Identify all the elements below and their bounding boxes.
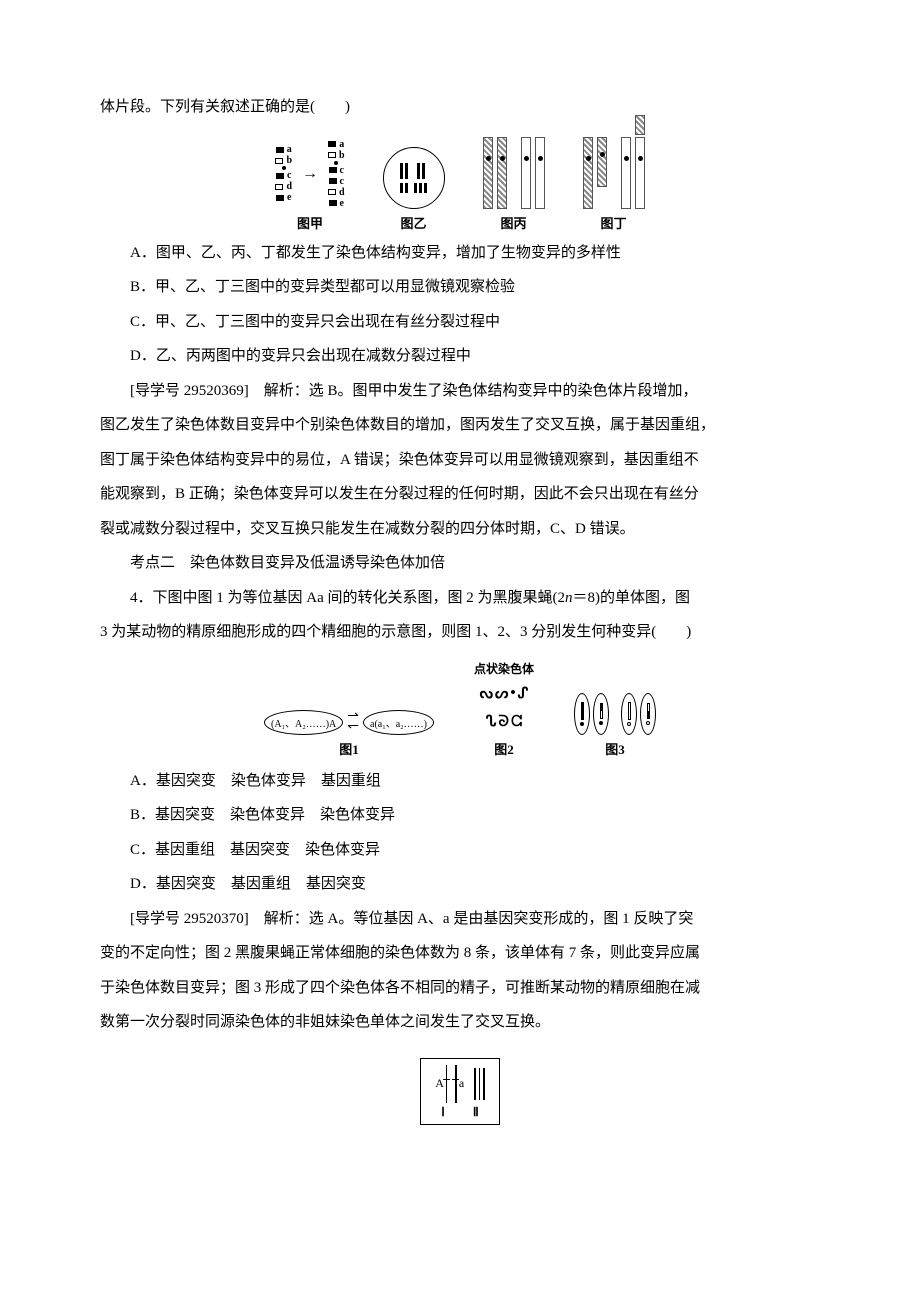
arrow-icon: → [302,165,318,183]
q3-exp-2: 图乙发生了染色体数目变异中个别染色体数目的增加，图丙发生了交叉互换，属于基因重组… [100,408,820,443]
chrom-left: a b c d e [275,144,292,203]
q4-exp-1: 等位基因 A、a 是由基因突变形成的，图 1 反映了突 [353,911,693,927]
label-jia: 图甲 [297,213,323,232]
q4-exp-4: 数第一次分裂时同源染色体的非姐妹染色单体之间发生了交叉互换。 [100,1005,820,1040]
roman-2: Ⅱ [473,1105,479,1120]
q3-stem-tail: 体片段。下列有关叙述正确的是( ) [100,90,820,125]
figure-jia: a b c d e → a b c c d e 图甲 [275,139,344,232]
seg-e: e [287,192,291,203]
chrom-icon: ᔐ [486,712,497,731]
seg2-c2: c [340,176,344,187]
q4-explanation: [导学号 29520370] 解析：选 A。等位基因 A、a 是由基因突变形成的… [100,902,820,937]
q3-option-c: C．甲、乙、丁三图中的变异只会出现在有丝分裂过程中 [100,305,820,340]
q4-ital-n: n [565,590,573,606]
figure-1: (A₁、A₂……)A ⇀ ↽ a(a₁、a₂……) 图1 [264,710,434,758]
q4-stem-1b: ＝8)的单体图，图 [573,590,691,606]
q3-figure-row: a b c d e → a b c c d e 图甲 [100,137,820,232]
label-ding: 图丁 [601,213,627,232]
fig1-left-node: (A₁、A₂……)A [264,710,343,735]
figure-ding: 图丁 [583,137,645,232]
chrom-icon: ᘐ [498,713,509,731]
q4-figure-row: (A₁、A₂……)A ⇀ ↽ a(a₁、a₂……) 图1 点状染色体 ᔓ ᔕ •… [100,660,820,758]
q4-option-b: B．基因突变 染色体变异 染色体变异 [100,798,820,833]
q3-exp-5: 裂或减数分裂过程中，交叉互换只能发生在减数分裂的四分体时期，C、D 错误。 [100,512,820,547]
seg2-d: d [339,187,345,198]
q3-option-b: B．甲、乙、丁三图中的变异类型都可以用显微镜观察检验 [100,270,820,305]
arrow-left-icon: ↽ [347,722,359,732]
q4-option-d: D．基因突变 基因重组 基因突变 [100,867,820,902]
q3-explain-label: [导学号 29520369] 解析：选 B。 [130,383,353,399]
seg-a: a [287,144,292,155]
figure-yi: 图乙 [383,147,445,232]
q4-explain-label: [导学号 29520370] 解析：选 A。 [130,911,353,927]
seg2-a: a [339,139,344,150]
q4-stem-1a: 4．下图中图 1 为等位基因 Aa 间的转化关系图，图 2 为黑腹果蝇(2 [130,590,565,606]
section-heading: 考点二 染色体数目变异及低温诱导染色体加倍 [100,546,820,581]
chrom-icon: ᘳ [511,713,522,731]
roman-1: Ⅰ [441,1105,445,1120]
q3-option-d: D．乙、丙两图中的变异只会出现在减数分裂过程中 [100,339,820,374]
chrom-icon: ᔓ [480,684,493,703]
label-fig3: 图3 [605,739,625,758]
seg2-c1: c [340,165,344,176]
q4-stem-1: 4．下图中图 1 为等位基因 Aa 间的转化关系图，图 2 为黑腹果蝇(2n＝8… [100,581,820,616]
q3-exp-1: 图甲中发生了染色体结构变异中的染色体片段增加， [353,383,698,399]
seg-c: c [287,170,291,181]
seg-d: d [286,181,292,192]
q4-option-a: A．基因突变 染色体变异 基因重组 [100,764,820,799]
allele-a: a [459,1076,464,1091]
label-yi: 图乙 [401,213,427,232]
q4-stem-2: 3 为某动物的精原细胞形成的四个精细胞的示意图，则图 1、2、3 分别发生何种变… [100,615,820,650]
bottom-diagram: A a Ⅰ Ⅱ [100,1058,820,1125]
figure-2: 点状染色体 ᔓ ᔕ • ᔑ ᔐ ᘐ ᘳ 图2 [474,660,534,758]
figure-bing: 图丙 [483,137,545,232]
chrom-icon: ᔑ [518,684,529,703]
seg2-e: e [340,198,344,209]
label-bing: 图丙 [501,213,527,232]
q3-exp-3: 图丁属于染色体结构变异中的易位，A 错误；染色体变异可以用显微镜观察到，基因重组… [100,443,820,478]
q3-option-a: A．图甲、乙、丙、丁都发生了染色体结构变异，增加了生物变异的多样性 [100,236,820,271]
q3-exp-4: 能观察到，B 正确；染色体变异可以发生在分裂过程的任何时期，因此不会只出现在有丝… [100,477,820,512]
label-fig1: 图1 [339,739,359,758]
fig1-right-node: a(a₁、a₂……) [363,710,434,735]
fig2-title: 点状染色体 [474,660,534,677]
chrom-icon: • [510,685,515,702]
q3-explanation: [导学号 29520369] 解析：选 B。图甲中发生了染色体结构变异中的染色体… [100,374,820,409]
q4-option-c: C．基因重组 基因突变 染色体变异 [100,833,820,868]
chrom-icon: ᔕ [495,684,508,703]
chrom-right: a b c c d e [328,139,345,209]
label-fig2: 图2 [494,739,514,758]
seg2-b: b [339,150,345,161]
figure-3: 图3 [574,693,656,758]
q4-exp-2: 变的不定向性；图 2 黑腹果蝇正常体细胞的染色体数为 8 条，该单体有 7 条，… [100,936,820,971]
seg-b: b [286,155,292,166]
q4-exp-3: 于染色体数目变异；图 3 形成了四个染色体各不相同的精子，可推断某动物的精原细胞… [100,971,820,1006]
